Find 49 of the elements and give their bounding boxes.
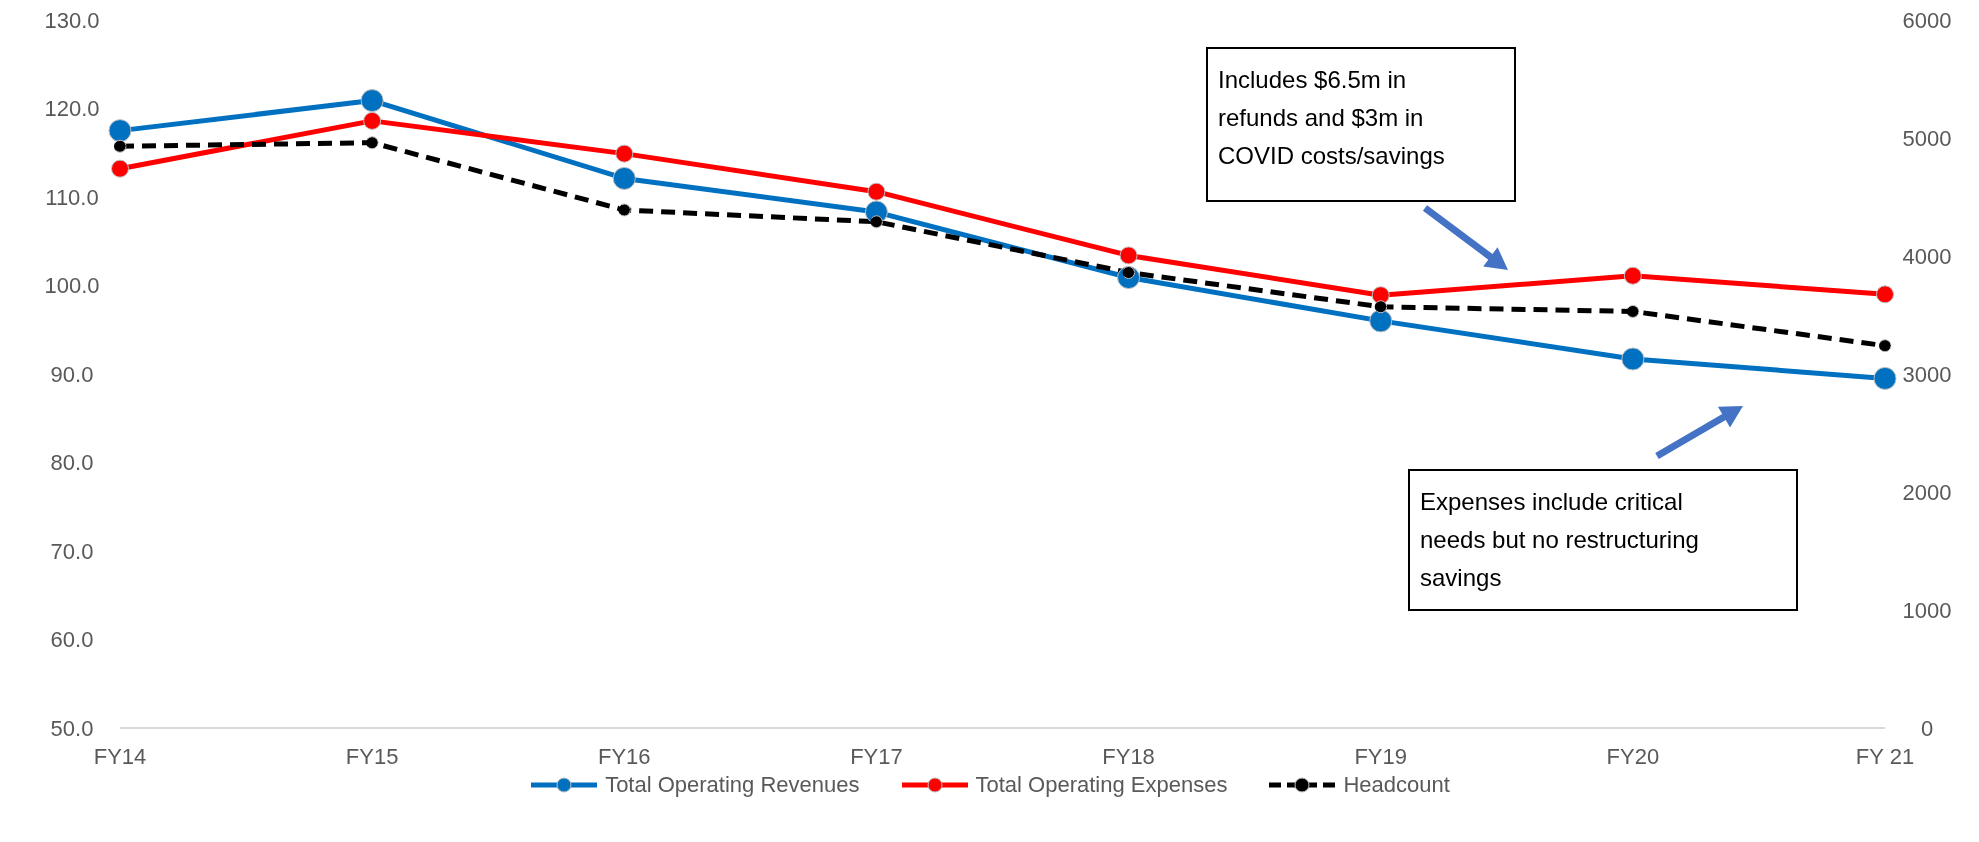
y2-tick-label: 0 xyxy=(1920,715,1934,741)
point xyxy=(108,119,132,143)
point xyxy=(111,159,129,178)
point xyxy=(365,136,379,150)
point xyxy=(617,203,631,217)
y2-tick-label: 1000 xyxy=(1902,597,1952,623)
y-tick-label: 60.0 xyxy=(50,627,94,653)
legend-label: Total Operating Revenues xyxy=(605,772,860,798)
point xyxy=(1878,339,1892,353)
point xyxy=(1623,266,1642,285)
note-box: Expenses include critical needs but no restructuring savings xyxy=(1408,469,1798,611)
legend-label: Headcount xyxy=(1343,772,1450,798)
y-tick-label: 100.0 xyxy=(44,273,100,299)
y-tick-label: 120.0 xyxy=(44,96,100,122)
point xyxy=(615,144,634,163)
x-tick-label: FY14 xyxy=(93,743,147,769)
y-tick-label: 70.0 xyxy=(50,538,94,564)
x-tick-label: FY18 xyxy=(1102,743,1155,769)
point xyxy=(113,139,127,153)
y2-tick-label: 3000 xyxy=(1902,361,1952,387)
y2-tick-label: 4000 xyxy=(1902,243,1952,269)
point xyxy=(1119,246,1138,265)
x-tick-label: FY15 xyxy=(345,743,399,769)
point xyxy=(1374,300,1388,314)
y2-tick-label: 6000 xyxy=(1902,7,1952,33)
point xyxy=(869,215,883,229)
x-tick-label: FY 21 xyxy=(1855,743,1915,769)
x-tick-label: FY19 xyxy=(1354,743,1408,769)
point xyxy=(363,111,382,130)
y2-tick-label: 5000 xyxy=(1902,125,1952,151)
y-tick-label: 50.0 xyxy=(50,715,94,741)
note-box: Includes $6.5m in refunds and $3m in COVID costs/savings xyxy=(1206,47,1516,202)
x-tick-label: FY20 xyxy=(1606,743,1660,769)
y-tick-label: 90.0 xyxy=(50,361,94,387)
point xyxy=(360,89,384,113)
x-tick-label: FY17 xyxy=(850,743,903,769)
y-tick-label: 130.0 xyxy=(44,7,100,33)
point xyxy=(1873,366,1897,390)
y2-tick-label: 2000 xyxy=(1902,479,1952,505)
point xyxy=(1369,309,1393,333)
point xyxy=(1626,304,1640,318)
x-tick-label: FY16 xyxy=(597,743,651,769)
point xyxy=(867,182,886,201)
y-tick-label: 110.0 xyxy=(45,184,99,210)
point xyxy=(1876,285,1894,304)
y-tick-label: 80.0 xyxy=(50,450,94,476)
legend-label: Total Operating Expenses xyxy=(975,772,1228,798)
point xyxy=(612,166,636,190)
point xyxy=(1621,347,1645,371)
